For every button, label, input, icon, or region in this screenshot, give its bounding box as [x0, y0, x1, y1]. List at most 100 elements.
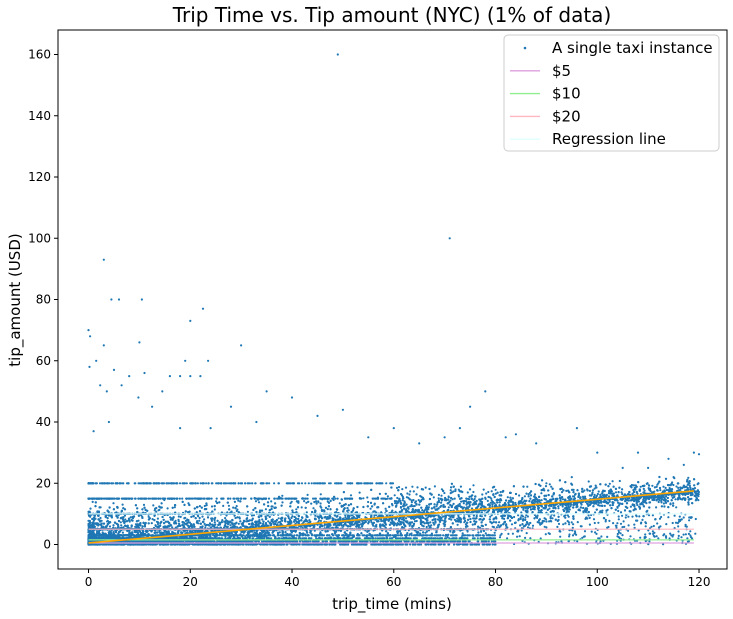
scatter-point	[608, 482, 611, 485]
scatter-point	[642, 487, 645, 490]
scatter-point	[349, 494, 353, 497]
scatter-point	[662, 485, 665, 488]
scatter-point	[358, 491, 361, 494]
scatter-point	[300, 506, 303, 509]
scatter-point	[229, 524, 232, 527]
scatter-point	[367, 500, 370, 504]
scatter-point	[522, 508, 525, 511]
scatter-point	[449, 489, 452, 492]
scatter-point	[456, 517, 459, 520]
scatter-point	[593, 487, 596, 490]
scatter-point	[106, 520, 109, 523]
scatter-point	[314, 514, 317, 517]
scatter-point	[672, 502, 675, 505]
scatter-point	[409, 505, 412, 508]
scatter-point	[665, 488, 668, 492]
scatter-point	[179, 515, 182, 519]
scatter-point	[697, 499, 700, 502]
scatter-point	[89, 507, 92, 510]
scatter-point	[421, 509, 424, 512]
scatter-point	[112, 502, 115, 505]
scatter-point	[417, 499, 420, 502]
scatter-point	[362, 497, 365, 500]
scatter-point	[425, 525, 428, 529]
scatter-point	[475, 515, 478, 518]
scatter-point	[198, 516, 201, 520]
scatter-point	[121, 531, 124, 534]
scatter-point	[124, 518, 127, 521]
scatter-point	[639, 485, 642, 488]
scatter-point	[254, 500, 258, 503]
scatter-point	[537, 511, 540, 514]
scatter-point	[460, 500, 463, 503]
scatter-point	[523, 495, 527, 498]
scatter-point	[499, 491, 502, 494]
scatter-point	[319, 502, 322, 505]
scatter-point	[410, 499, 413, 502]
scatter-point	[203, 518, 206, 521]
scatter-point	[502, 523, 505, 526]
scatter-point	[437, 499, 440, 502]
scatter-point	[374, 525, 377, 528]
scatter-point	[480, 530, 483, 533]
scatter-point	[369, 507, 372, 510]
scatter-point	[496, 510, 499, 513]
scatter-point	[171, 526, 174, 529]
scatter-point	[636, 503, 639, 507]
scatter-point	[267, 520, 270, 523]
scatter-point	[587, 480, 590, 483]
scatter-point	[91, 500, 94, 503]
scatter-point	[526, 507, 530, 510]
scatter-point	[657, 500, 660, 504]
scatter-point	[629, 505, 633, 508]
scatter-point	[688, 484, 692, 487]
scatter-point	[319, 493, 322, 496]
scatter-point	[227, 504, 230, 507]
scatter-point	[429, 521, 432, 524]
scatter-point	[614, 491, 618, 494]
scatter-point	[475, 499, 478, 502]
scatter-point	[100, 522, 103, 525]
scatter-point	[447, 506, 450, 509]
scatter-point	[156, 521, 159, 524]
scatter-point	[594, 511, 597, 514]
scatter-point	[121, 503, 124, 506]
scatter-point	[609, 492, 612, 495]
scatter-point	[277, 517, 280, 520]
scatter-point	[432, 521, 435, 524]
scatter-point	[503, 517, 506, 521]
scatter-point	[397, 500, 400, 503]
scatter-point	[122, 516, 125, 519]
scatter-point	[459, 485, 462, 488]
scatter-point	[261, 518, 264, 521]
scatter-point	[234, 516, 237, 520]
scatter-point	[334, 518, 337, 521]
scatter-point	[273, 520, 277, 523]
scatter-point	[173, 506, 176, 509]
scatter-point	[366, 496, 369, 499]
scatter-point	[452, 502, 455, 505]
scatter-point	[440, 494, 443, 497]
scatter-point	[518, 494, 521, 497]
scatter-point	[270, 500, 273, 503]
scatter-point	[171, 531, 174, 534]
scatter-point	[664, 495, 668, 498]
scatter-point	[166, 507, 169, 510]
scatter-point	[552, 507, 555, 510]
scatter-point	[210, 519, 213, 523]
scatter-point	[587, 514, 590, 517]
scatter-point	[453, 497, 456, 500]
scatter-point	[380, 519, 383, 523]
scatter-point	[485, 511, 488, 514]
scatter-point	[433, 485, 436, 488]
scatter-point	[489, 501, 492, 504]
scatter-point	[324, 530, 327, 533]
scatter-point	[419, 532, 422, 535]
scatter-point	[404, 509, 407, 512]
scatter-point	[610, 490, 614, 493]
scatter-point	[421, 514, 424, 517]
scatter-point	[498, 521, 501, 524]
scatter-point	[250, 514, 254, 517]
scatter-point	[310, 502, 313, 505]
